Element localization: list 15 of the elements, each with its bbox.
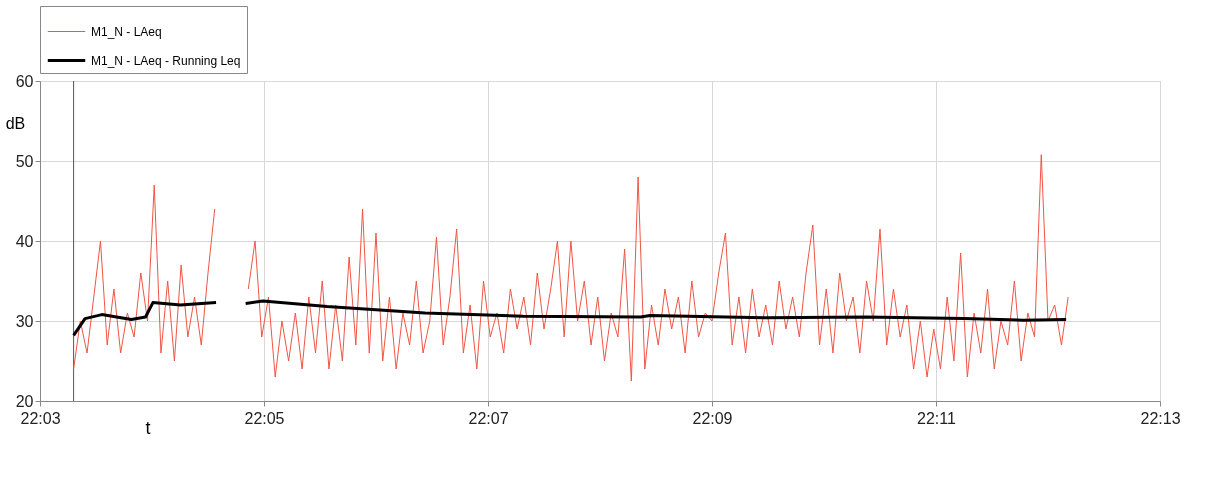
legend-label: M1_N - LAeq - Running Leq xyxy=(91,53,241,68)
x-tick-label: 22:13 xyxy=(1140,409,1181,427)
x-tick-label: 22:09 xyxy=(692,409,733,427)
y-tick-label: 60 xyxy=(15,72,34,90)
y-tick-label: 20 xyxy=(15,392,34,410)
x-tick-label: 22:07 xyxy=(468,409,509,427)
x-tick-label: 22:03 xyxy=(20,409,61,427)
y-axis-title: dB xyxy=(5,114,26,132)
legend-label: M1_N - LAeq xyxy=(91,24,162,39)
x-tick-label: 22:11 xyxy=(917,409,957,427)
x-axis-title: t xyxy=(145,417,151,438)
y-tick-label: 50 xyxy=(15,152,34,170)
y-tick-label: 30 xyxy=(15,312,34,330)
y-tick-label: 40 xyxy=(15,232,34,250)
x-tick-label: 22:05 xyxy=(244,409,285,427)
